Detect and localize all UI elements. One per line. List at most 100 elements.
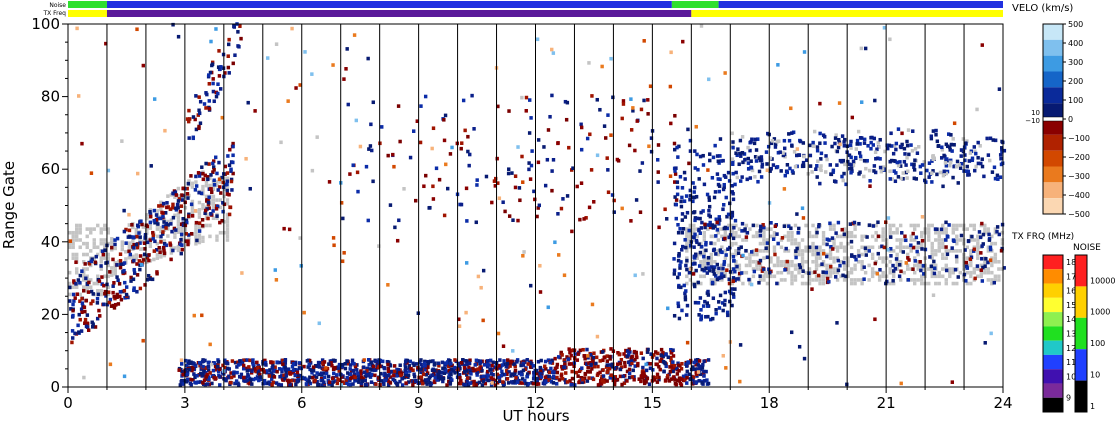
echo-cell: [842, 267, 847, 271]
echo-cell: [95, 301, 100, 305]
echo-cell: [737, 162, 741, 167]
echo-cell: [827, 238, 831, 242]
echo-cell: [858, 142, 862, 146]
echo-cell: [951, 223, 955, 228]
echo-cell: [718, 177, 722, 182]
echo-cell: [195, 238, 199, 243]
echo-cell: [242, 375, 246, 380]
echo-cell: [550, 47, 554, 52]
echo-cell: [227, 192, 231, 197]
echo-cell: [789, 106, 793, 111]
echo-cell: [506, 171, 511, 176]
echo-cell: [899, 269, 903, 274]
echo-cell: [683, 297, 688, 302]
echo-cell: [185, 372, 190, 377]
echo-cell: [322, 360, 327, 364]
echo-cell: [677, 368, 681, 373]
echo-cell: [860, 281, 864, 286]
echo-cell: [973, 168, 977, 173]
echo-cell: [465, 261, 469, 265]
echo-cell: [208, 223, 212, 228]
echo-cell: [79, 307, 84, 312]
echo-cell: [958, 166, 963, 170]
echo-cell: [734, 249, 738, 253]
echo-cell: [941, 184, 945, 189]
echo-cell: [216, 188, 220, 192]
echo-cell: [759, 224, 763, 229]
echo-cell: [103, 241, 107, 246]
echo-cell: [176, 206, 180, 210]
echo-cell: [634, 198, 639, 202]
echo-cell: [464, 310, 468, 315]
echo-cell: [652, 353, 656, 357]
echo-cell: [786, 234, 791, 239]
echo-cell: [972, 223, 977, 228]
echo-cell: [913, 281, 917, 286]
echo-cell: [705, 192, 710, 197]
velocity-color-step: [1043, 71, 1063, 88]
echo-cell: [731, 197, 736, 202]
echo-cell: [68, 245, 72, 250]
echo-cell: [823, 134, 827, 139]
echo-cell: [379, 371, 383, 376]
echo-cell: [386, 362, 390, 367]
echo-cell: [162, 251, 167, 256]
echo-cell: [976, 256, 980, 260]
echo-cell: [698, 250, 703, 255]
echo-cell: [724, 195, 728, 200]
echo-cell: [280, 373, 284, 378]
echo-cell: [816, 273, 821, 278]
echo-cell: [176, 230, 181, 234]
echo-cell: [521, 368, 526, 373]
echo-cell: [769, 274, 773, 279]
velocity-tick-label: −300: [1068, 172, 1090, 181]
echo-cell: [648, 362, 652, 366]
echo-cell: [800, 249, 805, 253]
echo-cell: [519, 372, 524, 377]
echo-cell: [730, 223, 735, 228]
echo-cell: [495, 372, 500, 377]
echo-cell: [677, 272, 682, 276]
echo-cell: [821, 234, 826, 239]
echo-cell: [680, 247, 684, 252]
echo-cell: [645, 350, 650, 354]
echo-cell: [948, 148, 952, 152]
echo-cell: [880, 244, 884, 249]
echo-cell: [598, 378, 603, 383]
echo-cell: [661, 354, 665, 359]
echo-cell: [990, 234, 994, 239]
echo-cell: [122, 229, 127, 234]
echo-cell: [461, 358, 465, 362]
echo-cell: [71, 308, 75, 313]
echo-cell: [793, 241, 798, 246]
echo-cell: [570, 348, 574, 353]
echo-cell: [999, 248, 1004, 253]
echo-cell: [115, 295, 119, 299]
echo-cell: [85, 241, 89, 246]
echo-cell: [610, 362, 614, 367]
echo-cell: [694, 268, 698, 273]
echo-cell: [859, 157, 863, 161]
echo-cell: [867, 245, 871, 250]
echo-cell: [103, 274, 107, 279]
echo-cell: [590, 367, 594, 371]
echo-cell: [710, 223, 715, 227]
echo-cell: [229, 179, 234, 184]
echo-cell: [179, 204, 184, 208]
x-tick-label: 21: [877, 394, 896, 412]
echo-cell: [191, 366, 195, 371]
echo-cell: [425, 378, 429, 383]
echo-cell: [524, 95, 529, 100]
echo-cell: [155, 227, 160, 231]
echo-cell: [950, 149, 954, 153]
echo-cell: [434, 373, 438, 377]
echo-cell: [730, 303, 734, 308]
echo-cell: [672, 257, 676, 261]
echo-cell: [358, 371, 363, 376]
echo-cell: [523, 378, 527, 383]
echo-cell: [538, 263, 542, 268]
echo-cell: [207, 377, 211, 381]
echo-cell: [991, 138, 995, 142]
echo-cell: [68, 299, 72, 303]
echo-cell: [760, 164, 764, 169]
